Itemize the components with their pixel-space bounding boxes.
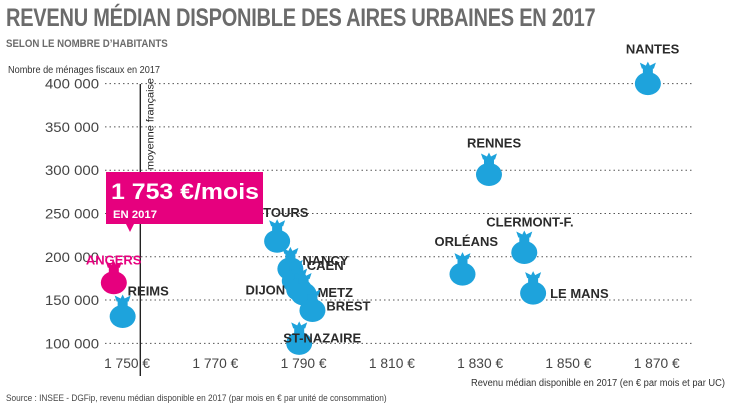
- city-label: NANCY: [302, 253, 349, 268]
- city-label: ORLÉANS: [434, 234, 498, 249]
- y-tick-label: 350 000: [45, 119, 99, 135]
- source-note: Source : INSEE - DGFip, revenu médian di…: [6, 393, 387, 403]
- money-bag-icon: [511, 230, 538, 264]
- city-label: LE MANS: [550, 286, 609, 301]
- callout-subtext: EN 2017: [113, 209, 157, 221]
- y-tick-label: 400 000: [45, 76, 99, 92]
- reference-line-label: moyenne française: [145, 78, 156, 170]
- city-label: DIJON: [245, 283, 285, 298]
- y-tick-label: 250 000: [45, 205, 99, 221]
- city-label: RENNES: [467, 136, 522, 151]
- x-tick-label: 1 830 €: [457, 355, 503, 371]
- money-bag-icon: [475, 152, 502, 187]
- city-label: ST-NAZAIRE: [283, 330, 361, 345]
- money-bag-icon: [634, 61, 661, 96]
- city-label: TOURS: [263, 205, 309, 220]
- money-bag-icon-highlight: [100, 260, 127, 295]
- y-tick-label: 300 000: [45, 162, 99, 178]
- city-label: CAEN: [307, 258, 344, 273]
- money-bag-icon: [299, 288, 326, 322]
- x-tick-label: 1 850 €: [545, 355, 591, 371]
- city-label: CLERMONT-F.: [486, 214, 573, 229]
- y-axis-title: Nombre de ménages fiscaux en 2017: [8, 65, 160, 76]
- callout-pointer: [126, 224, 134, 232]
- money-bag-icon: [286, 321, 313, 355]
- chart-subtitle: SELON LE NOMBRE D’HABITANTS: [6, 38, 168, 50]
- y-tick-label: 200 000: [45, 249, 99, 265]
- callout-box: [106, 172, 263, 224]
- money-bag-icon: [264, 219, 291, 253]
- x-tick-label: 1 810 €: [369, 355, 415, 371]
- city-label: BREST: [326, 298, 370, 313]
- x-tick-label: 1 770 €: [192, 355, 238, 371]
- city-label: REIMS: [128, 284, 170, 299]
- x-axis-title: Revenu médian disponible en 2017 (en € p…: [471, 378, 725, 389]
- money-bag-icon: [109, 294, 136, 329]
- y-tick-label: 100 000: [45, 335, 99, 351]
- money-bag-icon: [520, 271, 547, 305]
- x-tick-label: 1 790 €: [281, 355, 327, 371]
- y-tick-label: 150 000: [45, 292, 99, 308]
- city-label: METZ: [318, 285, 353, 300]
- city-label: NANTES: [626, 42, 680, 57]
- city-label: ANGERS: [86, 253, 142, 268]
- money-bag-icon: [449, 252, 476, 286]
- x-tick-label: 1 870 €: [634, 355, 680, 371]
- chart-title: REVENU MÉDIAN DISPONIBLE DES AIRES URBAI…: [6, 4, 596, 32]
- x-tick-label: 1 750 €: [104, 355, 150, 371]
- callout-value: 1 753 €/mois: [111, 179, 259, 204]
